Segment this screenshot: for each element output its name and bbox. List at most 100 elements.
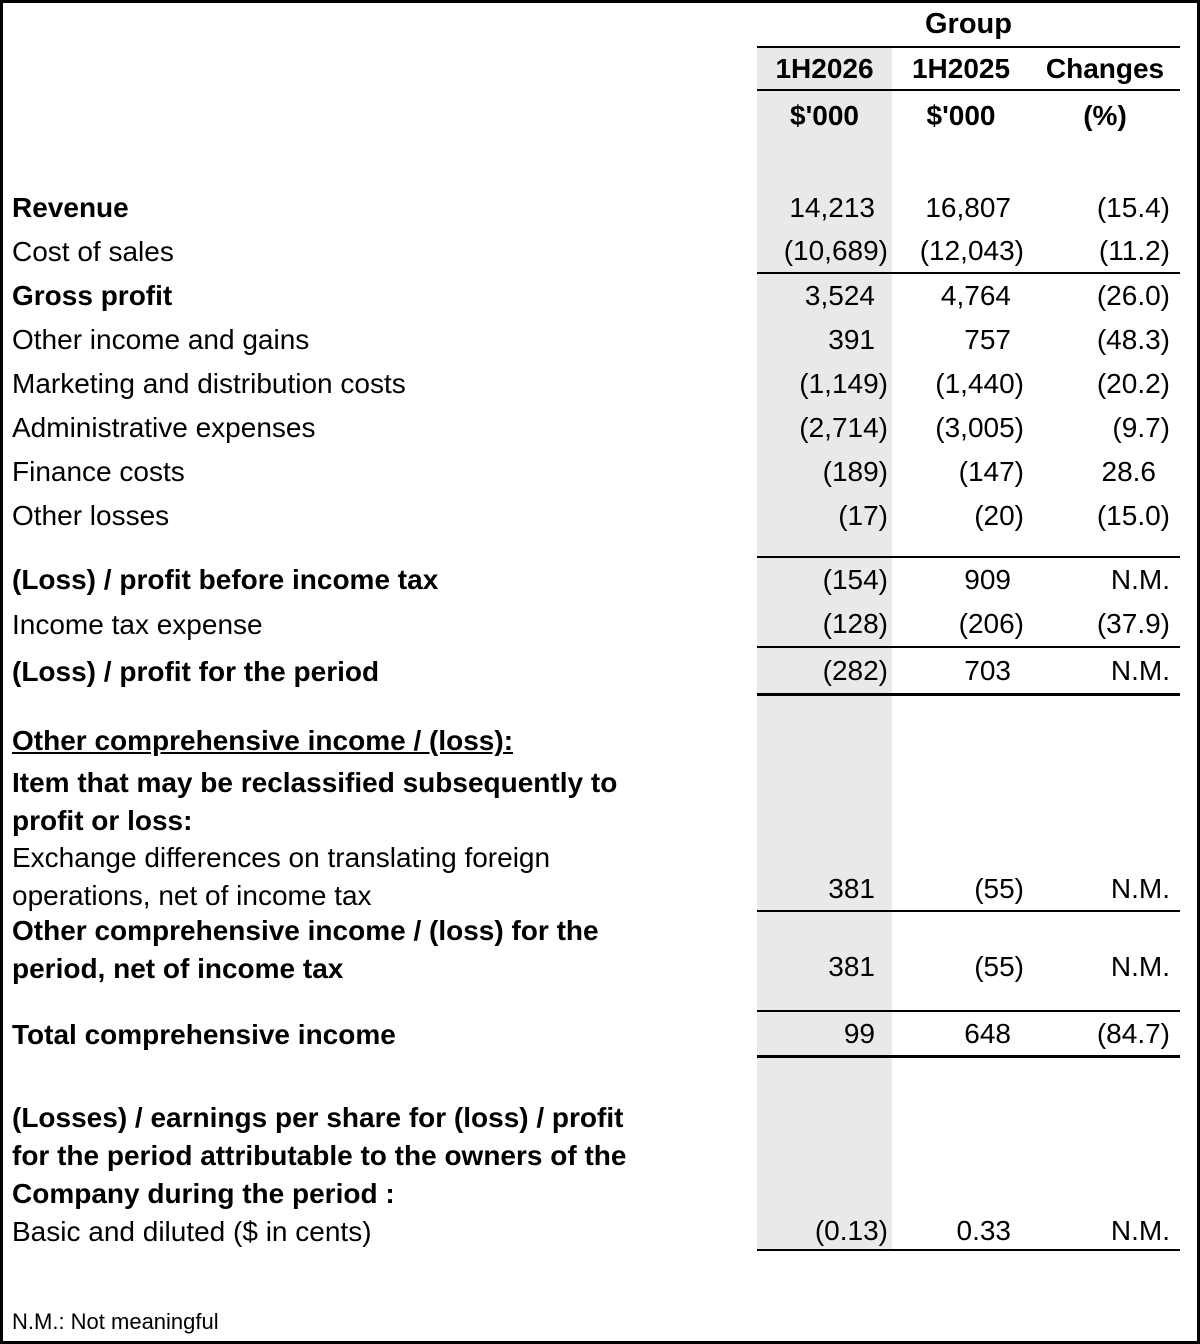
row-label: Gross profit [12, 280, 173, 311]
value-1h2025: (55) [974, 951, 1024, 982]
value-1h2025: 0.33 [956, 1215, 1012, 1246]
value-1h2026: 3,524 [804, 280, 875, 311]
value-changes: (11.2) [1098, 235, 1170, 266]
row-label: Other income and gains [12, 324, 310, 355]
spacer [3, 988, 1197, 1012]
row-revenue: Revenue 14,213 16,807 (15.4) [3, 186, 1197, 230]
section-heading: Item that may be reclassified subsequent… [12, 767, 618, 836]
value-changes: N.M. [1110, 873, 1170, 904]
value-1h2026: (17) [838, 500, 888, 531]
row-finance-costs: Finance costs (189) (147) 28.6 [3, 450, 1197, 494]
value-1h2026: (10,689) [783, 235, 888, 266]
value-1h2025: (206) [958, 608, 1024, 639]
value-1h2026: 381 [828, 951, 875, 982]
value-1h2026: 391 [828, 324, 875, 355]
footnote-row: N.M.: Not meaningful [3, 1296, 1197, 1341]
row-other-comprehensive-income-heading: Other comprehensive income / (loss): [3, 720, 1197, 762]
section-heading: Other comprehensive income / (loss): [12, 725, 514, 756]
units-1h2026: $'000 [790, 100, 859, 131]
column-header-changes: Changes [1045, 52, 1165, 84]
units-1h2025: $'000 [926, 100, 996, 131]
value-changes: N.M. [1110, 1215, 1170, 1246]
row-label: Exchange differences on translating fore… [12, 842, 551, 911]
row-label: (Loss) / profit for the period [12, 656, 380, 687]
row-label: (Loss) / profit before income tax [12, 564, 439, 595]
row-label: Income tax expense [12, 609, 263, 640]
value-changes: (15.0) [1096, 500, 1170, 531]
value-1h2025: (12,043) [919, 235, 1024, 266]
row-other-losses: Other losses (17) (20) (15.0) [3, 494, 1197, 538]
header-group-row: Group [3, 3, 1197, 48]
spacer [3, 538, 1197, 558]
row-exchange-differences: Exchange differences on translating fore… [3, 842, 1197, 912]
header-periods-row: 1H2026 1H2025 Changes [3, 48, 1197, 91]
section-heading: (Losses) / earnings per share for (loss)… [12, 1101, 627, 1209]
row-loss-profit-for-the-period: (Loss) / profit for the period (282) 703… [3, 648, 1197, 696]
spacer [3, 1058, 1197, 1098]
current-period-column-highlight [757, 48, 892, 1251]
value-1h2026: (282) [822, 654, 888, 686]
value-1h2026: (189) [822, 456, 888, 487]
row-label: Other comprehensive income / (loss) for … [12, 915, 599, 984]
value-changes: (15.4) [1096, 192, 1170, 223]
row-label: Cost of sales [12, 236, 174, 267]
value-1h2026: 381 [828, 873, 875, 904]
units-changes: (%) [1083, 100, 1127, 131]
value-changes: (37.9) [1096, 608, 1170, 639]
row-total-comprehensive-income: Total comprehensive income 99 648 (84.7) [3, 1012, 1197, 1058]
value-changes: N.M. [1110, 654, 1170, 686]
value-1h2026: 14,213 [789, 192, 875, 223]
row-label: Total comprehensive income [12, 1019, 396, 1050]
value-1h2025: 703 [964, 654, 1011, 686]
row-basic-and-diluted-eps: Basic and diluted ($ in cents) (0.13) 0.… [3, 1213, 1197, 1251]
row-loss-profit-before-income-tax: (Loss) / profit before income tax (154) … [3, 558, 1197, 602]
value-1h2025: 16,807 [925, 192, 1011, 223]
spacer [3, 696, 1197, 720]
value-1h2026: 99 [843, 1017, 875, 1049]
column-header-1h2026: 1H2026 [775, 52, 874, 84]
row-income-tax-expense: Income tax expense (128) (206) (37.9) [3, 602, 1197, 648]
value-changes: (9.7) [1112, 412, 1170, 443]
value-changes: (20.2) [1096, 368, 1170, 399]
value-1h2026: (0.13) [814, 1215, 888, 1246]
row-administrative-expenses: Administrative expenses (2,714) (3,005) … [3, 406, 1197, 450]
row-oci-for-the-period: Other comprehensive income / (loss) for … [3, 912, 1197, 988]
value-1h2026: (1,149) [799, 368, 888, 399]
spacer [3, 141, 1197, 186]
value-changes: (48.3) [1096, 324, 1170, 355]
value-1h2026: (2,714) [799, 412, 888, 443]
column-group-header: Group [925, 8, 1012, 40]
row-label: Other losses [12, 500, 170, 531]
value-1h2025: 909 [964, 564, 1011, 595]
row-label: Revenue [12, 192, 129, 223]
row-label: Marketing and distribution costs [12, 368, 406, 399]
row-gross-profit: Gross profit 3,524 4,764 (26.0) [3, 274, 1197, 318]
value-1h2025: 648 [964, 1017, 1011, 1049]
value-changes: (84.7) [1096, 1017, 1170, 1049]
value-1h2026: (128) [822, 608, 888, 639]
spacer [3, 1251, 1197, 1296]
value-1h2025: 4,764 [940, 280, 1011, 311]
value-1h2025: (147) [958, 456, 1024, 487]
column-header-1h2025: 1H2025 [911, 52, 1011, 84]
value-changes: (26.0) [1096, 280, 1170, 311]
value-changes: N.M. [1110, 951, 1170, 982]
value-1h2026: (154) [822, 564, 888, 595]
row-item-reclassified-heading: Item that may be reclassified subsequent… [3, 762, 1197, 842]
header-units-row: $'000 $'000 (%) [3, 91, 1197, 141]
value-1h2025: (20) [974, 500, 1024, 531]
row-label: Finance costs [12, 456, 185, 487]
row-other-income-and-gains: Other income and gains 391 757 (48.3) [3, 318, 1197, 362]
value-1h2025: (1,440) [935, 368, 1024, 399]
row-marketing-distribution-costs: Marketing and distribution costs (1,149)… [3, 362, 1197, 406]
value-changes: N.M. [1110, 564, 1170, 595]
row-label: Administrative expenses [12, 412, 316, 443]
value-changes: 28.6 [1101, 456, 1157, 487]
value-1h2025: (55) [974, 873, 1024, 904]
row-label: Basic and diluted ($ in cents) [12, 1216, 372, 1247]
value-1h2025: (3,005) [935, 412, 1024, 443]
row-eps-heading: (Losses) / earnings per share for (loss)… [3, 1098, 1197, 1213]
value-1h2025: 757 [964, 324, 1011, 355]
nm-footnote: N.M.: Not meaningful [12, 1309, 219, 1334]
